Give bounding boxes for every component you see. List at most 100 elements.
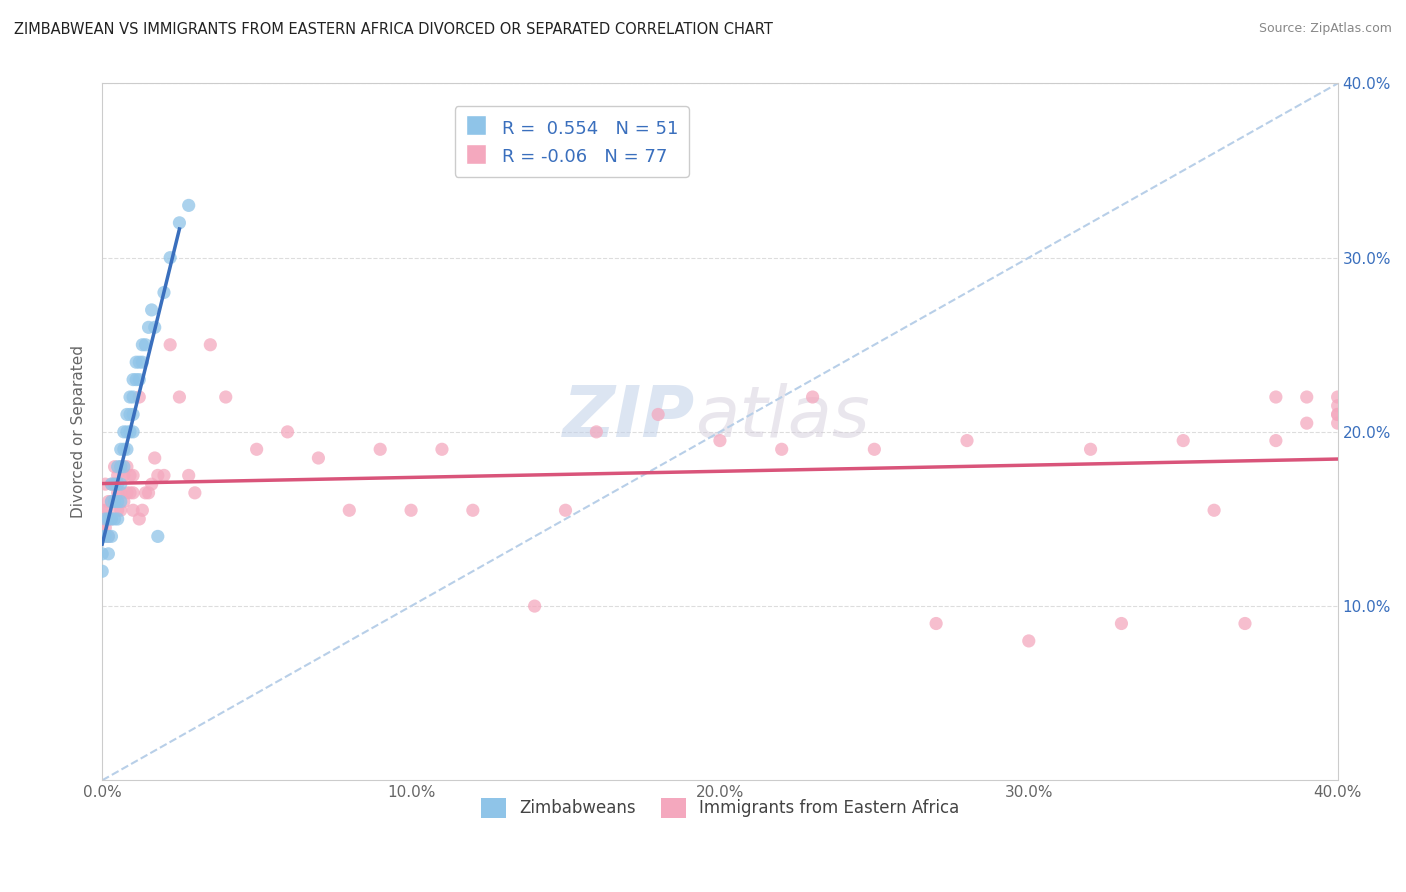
Point	[146, 468, 169, 483]
Point	[94, 529, 117, 543]
Point	[125, 373, 148, 387]
Point	[112, 494, 135, 508]
Point	[100, 477, 122, 491]
Point	[91, 564, 114, 578]
Point	[246, 442, 269, 457]
Point	[94, 477, 117, 491]
Point	[169, 216, 191, 230]
Point	[177, 198, 200, 212]
Point	[115, 459, 138, 474]
Point	[115, 425, 138, 439]
Point	[307, 450, 329, 465]
Point	[128, 373, 150, 387]
Point	[91, 503, 114, 517]
Point	[122, 425, 145, 439]
Point	[103, 477, 125, 491]
Point	[103, 512, 125, 526]
Point	[1326, 408, 1348, 422]
Point	[134, 486, 156, 500]
Text: Source: ZipAtlas.com: Source: ZipAtlas.com	[1258, 22, 1392, 36]
Point	[801, 390, 824, 404]
Point	[131, 355, 153, 369]
Point	[118, 425, 141, 439]
Point	[1264, 434, 1286, 448]
Point	[128, 512, 150, 526]
Point	[554, 503, 576, 517]
Point	[1173, 434, 1195, 448]
Point	[103, 477, 125, 491]
Point	[925, 616, 948, 631]
Text: ZIP: ZIP	[562, 384, 695, 452]
Point	[215, 390, 238, 404]
Point	[399, 503, 422, 517]
Point	[138, 320, 160, 334]
Point	[141, 477, 163, 491]
Point	[91, 529, 114, 543]
Point	[709, 434, 731, 448]
Y-axis label: Divorced or Separated: Divorced or Separated	[72, 345, 86, 518]
Point	[110, 494, 132, 508]
Point	[1326, 408, 1348, 422]
Point	[1111, 616, 1133, 631]
Point	[368, 442, 391, 457]
Point	[97, 512, 120, 526]
Text: atlas: atlas	[695, 384, 870, 452]
Point	[97, 529, 120, 543]
Point	[122, 468, 145, 483]
Point	[97, 494, 120, 508]
Point	[1295, 416, 1317, 430]
Point	[110, 459, 132, 474]
Point	[103, 459, 125, 474]
Point	[112, 459, 135, 474]
Point	[128, 390, 150, 404]
Point	[523, 599, 546, 613]
Point	[107, 486, 129, 500]
Point	[128, 355, 150, 369]
Point	[103, 494, 125, 508]
Point	[107, 468, 129, 483]
Point	[1204, 503, 1226, 517]
Point	[100, 529, 122, 543]
Point	[110, 477, 132, 491]
Point	[91, 521, 114, 535]
Point	[956, 434, 979, 448]
Point	[110, 503, 132, 517]
Point	[112, 468, 135, 483]
Point	[115, 442, 138, 457]
Point	[107, 477, 129, 491]
Point	[107, 503, 129, 517]
Point	[143, 320, 166, 334]
Point	[107, 512, 129, 526]
Point	[585, 425, 607, 439]
Point	[100, 512, 122, 526]
Point	[770, 442, 793, 457]
Point	[118, 408, 141, 422]
Point	[143, 450, 166, 465]
Point	[118, 468, 141, 483]
Point	[110, 459, 132, 474]
Point	[153, 468, 176, 483]
Point	[122, 503, 145, 517]
Point	[103, 494, 125, 508]
Point	[1264, 390, 1286, 404]
Point	[97, 547, 120, 561]
Point	[177, 468, 200, 483]
Point	[138, 486, 160, 500]
Point	[134, 338, 156, 352]
Point	[125, 355, 148, 369]
Point	[276, 425, 298, 439]
Point	[1233, 616, 1256, 631]
Point	[159, 251, 181, 265]
Point	[94, 503, 117, 517]
Point	[153, 285, 176, 300]
Point	[107, 459, 129, 474]
Point	[94, 521, 117, 535]
Point	[1295, 390, 1317, 404]
Point	[461, 503, 484, 517]
Point	[159, 338, 181, 352]
Point	[141, 302, 163, 317]
Point	[115, 486, 138, 500]
Point	[122, 390, 145, 404]
Point	[1326, 390, 1348, 404]
Point	[91, 547, 114, 561]
